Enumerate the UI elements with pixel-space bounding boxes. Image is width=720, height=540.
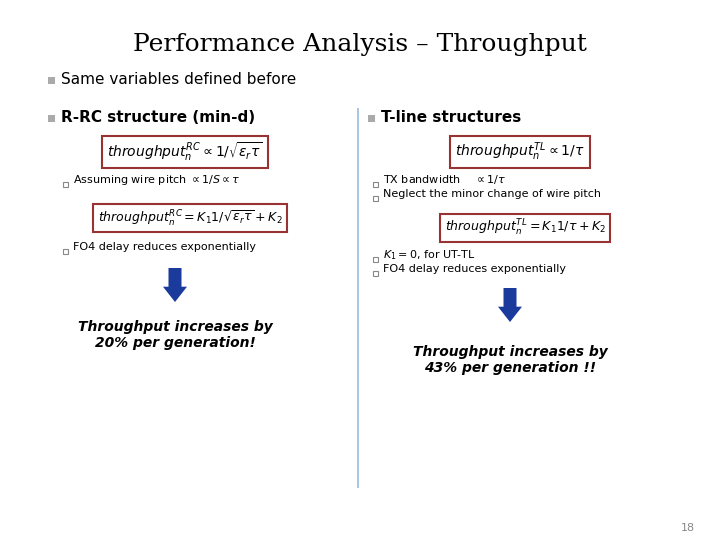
Bar xyxy=(373,271,378,276)
Bar xyxy=(63,182,68,187)
Text: FO4 delay reduces exponentially: FO4 delay reduces exponentially xyxy=(383,264,566,274)
Bar xyxy=(373,257,378,262)
Bar xyxy=(48,77,55,84)
Polygon shape xyxy=(498,288,522,322)
Text: Throughput increases by
43% per generation !!: Throughput increases by 43% per generati… xyxy=(413,345,608,375)
Text: Performance Analysis – Throughput: Performance Analysis – Throughput xyxy=(133,33,587,57)
Text: Same variables defined before: Same variables defined before xyxy=(61,72,296,87)
Text: Assuming wire pitch $\propto 1/S \propto \tau$: Assuming wire pitch $\propto 1/S \propto… xyxy=(73,173,240,187)
Bar xyxy=(63,249,68,254)
Text: $throughput_n^{TL} \propto 1/\tau$: $throughput_n^{TL} \propto 1/\tau$ xyxy=(455,141,585,163)
Bar xyxy=(373,182,378,187)
Text: FO4 delay reduces exponentially: FO4 delay reduces exponentially xyxy=(73,242,256,252)
Text: $throughput_n^{RC} = K_1 1/\sqrt{\epsilon_r \tau} + K_2$: $throughput_n^{RC} = K_1 1/\sqrt{\epsilo… xyxy=(98,208,282,228)
Text: R-RC structure (min-d): R-RC structure (min-d) xyxy=(61,111,255,125)
Text: 18: 18 xyxy=(681,523,695,533)
Text: T-line structures: T-line structures xyxy=(381,111,521,125)
Bar xyxy=(368,115,375,122)
Bar xyxy=(373,196,378,201)
Polygon shape xyxy=(163,268,187,302)
Text: Throughput increases by
20% per generation!: Throughput increases by 20% per generati… xyxy=(78,320,272,350)
Text: $throughput_n^{RC} \propto 1/\sqrt{\epsilon_r \tau}$: $throughput_n^{RC} \propto 1/\sqrt{\epsi… xyxy=(107,141,263,163)
Bar xyxy=(48,115,55,122)
Text: TX bandwidth $\quad \propto 1/\tau$: TX bandwidth $\quad \propto 1/\tau$ xyxy=(383,173,506,186)
Text: $throughput_n^{TL} = K_1 1/\tau + K_2$: $throughput_n^{TL} = K_1 1/\tau + K_2$ xyxy=(444,218,606,238)
Text: Neglect the minor change of wire pitch: Neglect the minor change of wire pitch xyxy=(383,189,601,199)
Text: $K_1 = 0$, for UT-TL: $K_1 = 0$, for UT-TL xyxy=(383,248,476,262)
